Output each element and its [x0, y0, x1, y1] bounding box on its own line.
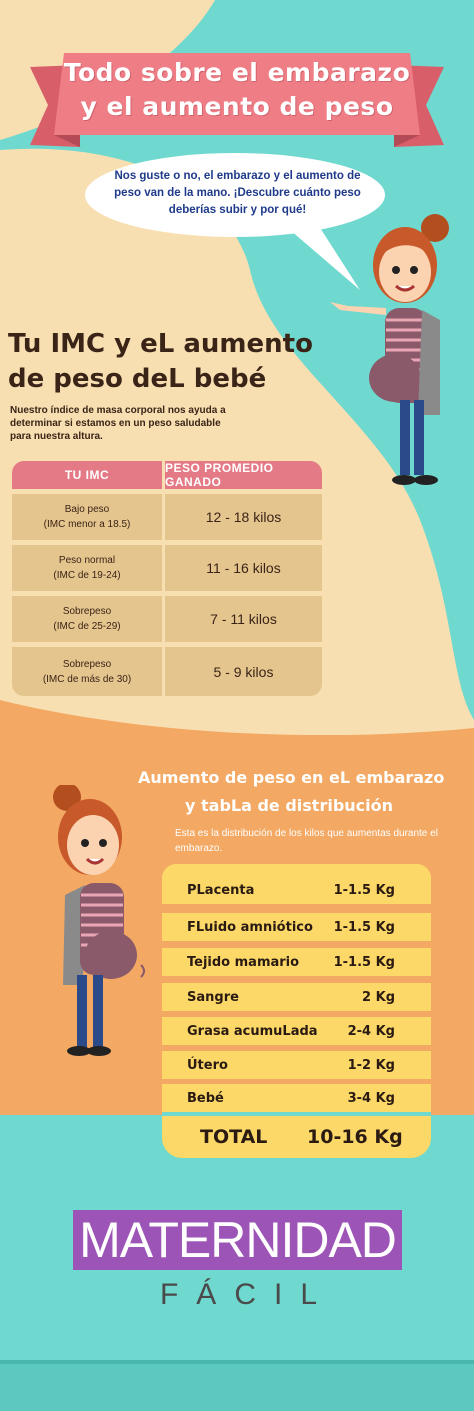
imc-row-3-category: Sobrepeso (IMC de 25-29): [12, 596, 162, 642]
title-ribbon: [30, 53, 444, 147]
distribution-row-label: FLuido amniótico: [187, 919, 313, 935]
page-title-line1: Todo sobre el embarazo: [63, 58, 411, 87]
imc-row-4-range: (IMC de más de 30): [42, 673, 132, 685]
row-divider: [162, 1080, 431, 1084]
imc-row-1-range: (IMC menor a 18.5): [43, 519, 131, 530]
imc-title-line1: Tu IMC y eL aumento: [8, 329, 313, 359]
imc-row-1-cat: Bajo peso: [64, 504, 110, 515]
distribution-row-label: Grasa acumuLada: [187, 1023, 318, 1039]
pregnant-woman-illustration-bottom: [53, 785, 145, 1056]
imc-row-3-range: (IMC de 25-29): [53, 621, 121, 632]
page-title-line2: y el aumento de peso: [80, 92, 394, 121]
distribution-row: Bebé 3-4 Kg: [162, 1084, 431, 1112]
imc-intro-text: Nuestro índice de masa corporal nos ayud…: [10, 405, 226, 442]
distribution-row-value: 1-1.5 Kg: [333, 882, 395, 898]
distribution-card-top: [162, 864, 431, 878]
imc-row-3-cat: Sobrepeso: [62, 606, 112, 617]
imc-row-2-gain: 11 - 16 kilos: [165, 545, 322, 591]
logo-background: [73, 1210, 402, 1270]
distribution-row: Tejido mamario 1-1.5 Kg: [162, 948, 431, 976]
row-divider: [162, 1112, 431, 1116]
distribution-row-label: Tejido mamario: [187, 954, 300, 970]
distribution-row: Sangre 2 Kg: [162, 983, 431, 1011]
peso-column-header: PESO PROMEDIO GANADO: [165, 461, 322, 489]
row-divider: [162, 977, 431, 981]
logo-subtitle: FÁCIL: [159, 1278, 336, 1311]
distribution-intro-text: Esta es la distribución de los kilos que…: [175, 828, 438, 854]
distribution-row-value: 1-1.5 Kg: [333, 919, 395, 935]
imc-row-2-category: Peso normal (IMC de 19-24): [12, 545, 162, 591]
distribution-row-value: 1-1.5 Kg: [333, 954, 395, 970]
distribution-row: Grasa acumuLada 2-4 Kg: [162, 1017, 431, 1045]
logo-name: MATERNIDAD: [79, 1212, 397, 1268]
distribution-row-value: 2 Kg: [362, 989, 395, 1005]
imc-row-4-category: Sobrepeso (IMC de más de 30): [12, 647, 162, 696]
pregnant-woman-illustration-top: [330, 214, 449, 485]
distribution-row-value: 3-4 Kg: [347, 1090, 395, 1106]
distribution-title-line2: y tabLa de distribución: [185, 796, 394, 815]
imc-row-2-range: (IMC de 19-24): [53, 570, 121, 581]
imc-row-4-cat: Sobrepeso: [62, 658, 112, 670]
imc-column-header: TU IMC: [12, 461, 162, 489]
distribution-row: Útero 1-2 Kg: [162, 1051, 431, 1079]
distribution-row-value: 2-4 Kg: [347, 1023, 395, 1039]
distribution-total-row: TOTAL 10-16 Kg: [162, 1116, 431, 1158]
row-divider: [162, 1046, 431, 1050]
row-divider: [162, 905, 431, 909]
row-divider: [162, 942, 431, 946]
distribution-title-line1: Aumento de peso en eL embarazo: [138, 768, 445, 787]
imc-row-1-gain: 12 - 18 kilos: [165, 494, 322, 540]
distribution-row-value: 1-2 Kg: [347, 1057, 395, 1073]
imc-row-2-cat: Peso normal: [58, 555, 116, 566]
imc-title-line2: de peso deL bebé: [8, 364, 267, 394]
distribution-row-label: PLacenta: [187, 882, 255, 898]
imc-row-4-gain: 5 - 9 kilos: [165, 647, 322, 696]
distribution-row: PLacenta 1-1.5 Kg: [162, 876, 431, 904]
distribution-row: FLuido amniótico 1-1.5 Kg: [162, 913, 431, 941]
imc-row-1-category: Bajo peso (IMC menor a 18.5): [12, 494, 162, 540]
row-divider: [162, 1012, 431, 1016]
distribution-row-label: Útero: [187, 1057, 228, 1073]
intro-bubble-text: Nos guste o no, el embarazo y el aumento…: [114, 170, 361, 216]
imc-row-3-gain: 7 - 11 kilos: [165, 596, 322, 642]
speech-bubble: [85, 153, 385, 290]
distribution-row-label: Bebé: [187, 1090, 224, 1106]
distribution-row-label: Sangre: [187, 989, 239, 1005]
total-value: 10-16 Kg: [307, 1126, 403, 1148]
total-label: TOTAL: [200, 1126, 268, 1148]
